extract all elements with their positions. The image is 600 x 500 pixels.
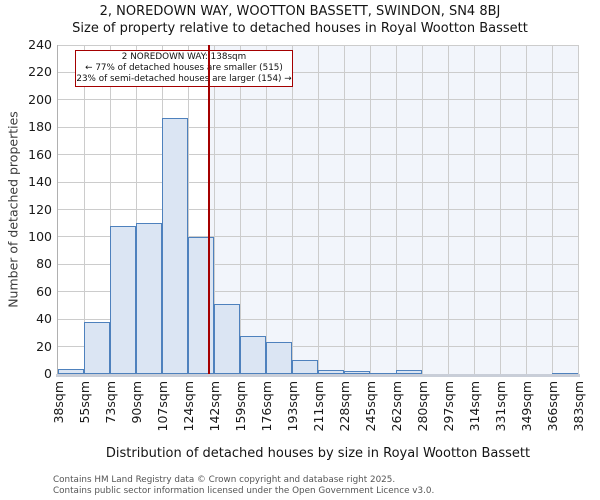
x-tick-label: 383sqm — [571, 381, 586, 432]
histogram-bar — [318, 369, 344, 374]
x-tick-label: 142sqm — [207, 381, 222, 432]
y-tick-label: 220 — [28, 64, 52, 80]
x-tick-label: 55sqm — [77, 381, 92, 424]
x-tick-label: 159sqm — [233, 381, 248, 432]
annotation-line-2: ← 77% of detached houses are smaller (51… — [85, 63, 283, 74]
y-axis-spine — [57, 45, 58, 374]
x-tick-label: 245sqm — [363, 381, 378, 432]
x-axis-title: Distribution of detached houses by size … — [105, 446, 531, 461]
y-tick-label: 120 — [28, 201, 52, 217]
x-tick-label: 73sqm — [103, 381, 118, 424]
histogram-bar — [266, 342, 292, 374]
histogram-bar — [58, 368, 84, 374]
histogram-bar — [396, 369, 422, 374]
v-gridline — [551, 45, 553, 374]
v-gridline — [395, 45, 397, 374]
y-tick-label: 200 — [28, 91, 52, 107]
x-tick-label: 349sqm — [519, 381, 534, 432]
v-gridline — [135, 45, 137, 374]
histogram-bar — [292, 360, 318, 374]
histogram-bar — [188, 236, 214, 374]
x-tick-label: 297sqm — [441, 381, 456, 432]
y-tick-label: 140 — [28, 174, 52, 190]
annotation-box: 2 NOREDOWN WAY: 138sqm ← 77% of detached… — [75, 50, 293, 87]
v-gridline — [473, 45, 475, 374]
x-tick-label: 366sqm — [545, 381, 560, 432]
v-gridline — [291, 45, 293, 374]
chart-subtitle: Size of property relative to detached ho… — [72, 21, 528, 36]
x-tick-label: 193sqm — [285, 381, 300, 432]
v-gridline — [265, 45, 267, 374]
y-tick-label: 240 — [28, 37, 52, 52]
histogram-bar — [214, 304, 240, 374]
histogram-bar — [162, 117, 188, 374]
x-tick-label: 314sqm — [467, 381, 482, 432]
x-tick-label: 228sqm — [337, 381, 352, 432]
x-tick-label: 262sqm — [389, 381, 404, 432]
v-gridline — [499, 45, 501, 374]
histogram-bar — [110, 225, 136, 374]
v-gridline — [577, 45, 579, 374]
x-tick-label: 331sqm — [493, 381, 508, 432]
y-tick-label: 80 — [36, 256, 52, 272]
v-gridline — [317, 45, 319, 374]
y-tick-label: 100 — [28, 228, 52, 244]
histogram-bar — [84, 321, 110, 374]
x-axis-spine — [56, 374, 580, 377]
histogram-bar — [240, 335, 266, 374]
v-gridline — [343, 45, 345, 374]
v-gridline — [369, 45, 371, 374]
chart-title: 2, NOREDOWN WAY, WOOTTON BASSETT, SWINDO… — [99, 4, 501, 19]
x-tick-label: 211sqm — [311, 381, 326, 432]
x-tick-label: 280sqm — [415, 381, 430, 432]
v-gridline — [421, 45, 423, 374]
v-gridline — [187, 45, 189, 374]
y-tick-label: 180 — [28, 119, 52, 135]
v-gridline — [525, 45, 527, 374]
y-tick-label: 60 — [36, 283, 52, 299]
y-tick-label: 160 — [28, 146, 52, 162]
v-gridline — [109, 45, 111, 374]
marker-line — [207, 45, 210, 374]
footer-line-1: Contains HM Land Registry data © Crown c… — [53, 475, 396, 485]
footer-line-2: Contains public sector information licen… — [53, 486, 435, 496]
x-tick-label: 38sqm — [51, 381, 66, 424]
x-tick-label: 107sqm — [155, 381, 170, 432]
histogram-bar — [344, 371, 370, 374]
x-tick-label: 90sqm — [129, 381, 144, 424]
v-gridline — [447, 45, 449, 374]
v-gridline — [239, 45, 241, 374]
v-gridline — [213, 45, 215, 374]
histogram-bar — [136, 223, 162, 374]
annotation-line-1: 2 NOREDOWN WAY: 138sqm — [121, 52, 247, 62]
annotation-line-3: 23% of semi-detached houses are larger (… — [76, 74, 292, 85]
y-tick-label: 40 — [36, 311, 52, 327]
v-gridline — [83, 45, 85, 374]
x-tick-label: 176sqm — [259, 381, 274, 432]
y-tick-label: 20 — [36, 338, 52, 354]
x-tick-label: 124sqm — [181, 381, 196, 432]
y-tick-label: 0 — [44, 366, 52, 381]
